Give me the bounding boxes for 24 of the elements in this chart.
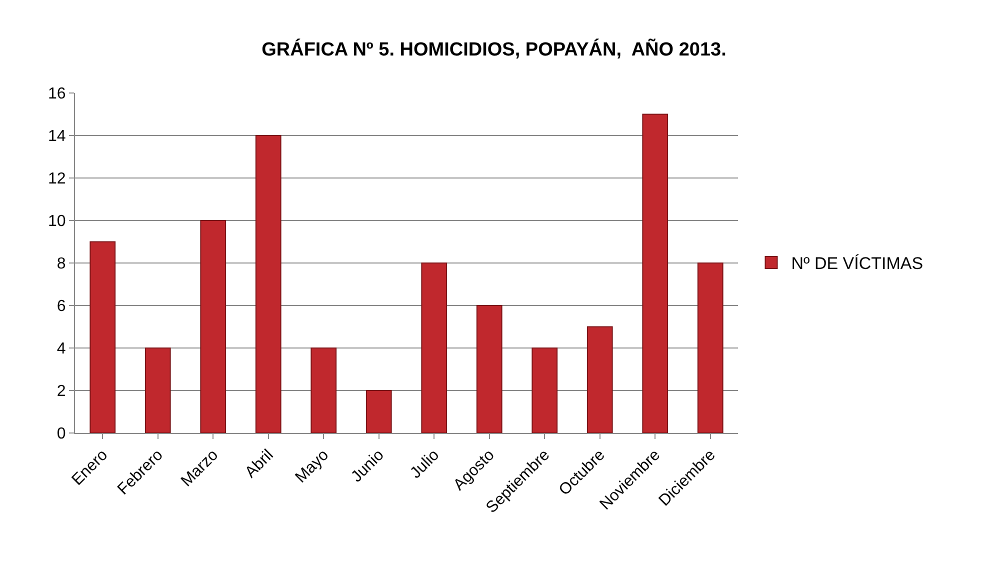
bar [476, 305, 502, 433]
bar [586, 326, 613, 433]
bar [144, 348, 171, 433]
legend-label: Nº DE VÍCTIMAS [791, 254, 924, 274]
y-tick-label: 14 [48, 128, 66, 146]
y-tick-label: 8 [56, 256, 66, 273]
bar [310, 348, 337, 433]
y-tick-label: 2 [56, 383, 66, 400]
bar [200, 220, 226, 433]
y-tick-label: 6 [56, 298, 66, 316]
bar [366, 390, 392, 433]
bar [697, 262, 724, 433]
x-tick-label: Julio [407, 446, 443, 482]
bar [532, 348, 558, 433]
y-tick-label: 0 [56, 426, 66, 443]
bar [642, 114, 668, 433]
y-tick-label: 16 [48, 86, 66, 103]
bar [255, 135, 282, 433]
bar [90, 241, 116, 433]
y-tick-label: 10 [48, 213, 66, 230]
chart-title: GRÁFICA Nº 5. HOMICIDIOS, POPAYÁN, AÑO 2013. [262, 38, 726, 60]
y-tick-label: 12 [48, 170, 66, 188]
bar [421, 262, 448, 433]
y-tick-label: 4 [56, 340, 66, 358]
